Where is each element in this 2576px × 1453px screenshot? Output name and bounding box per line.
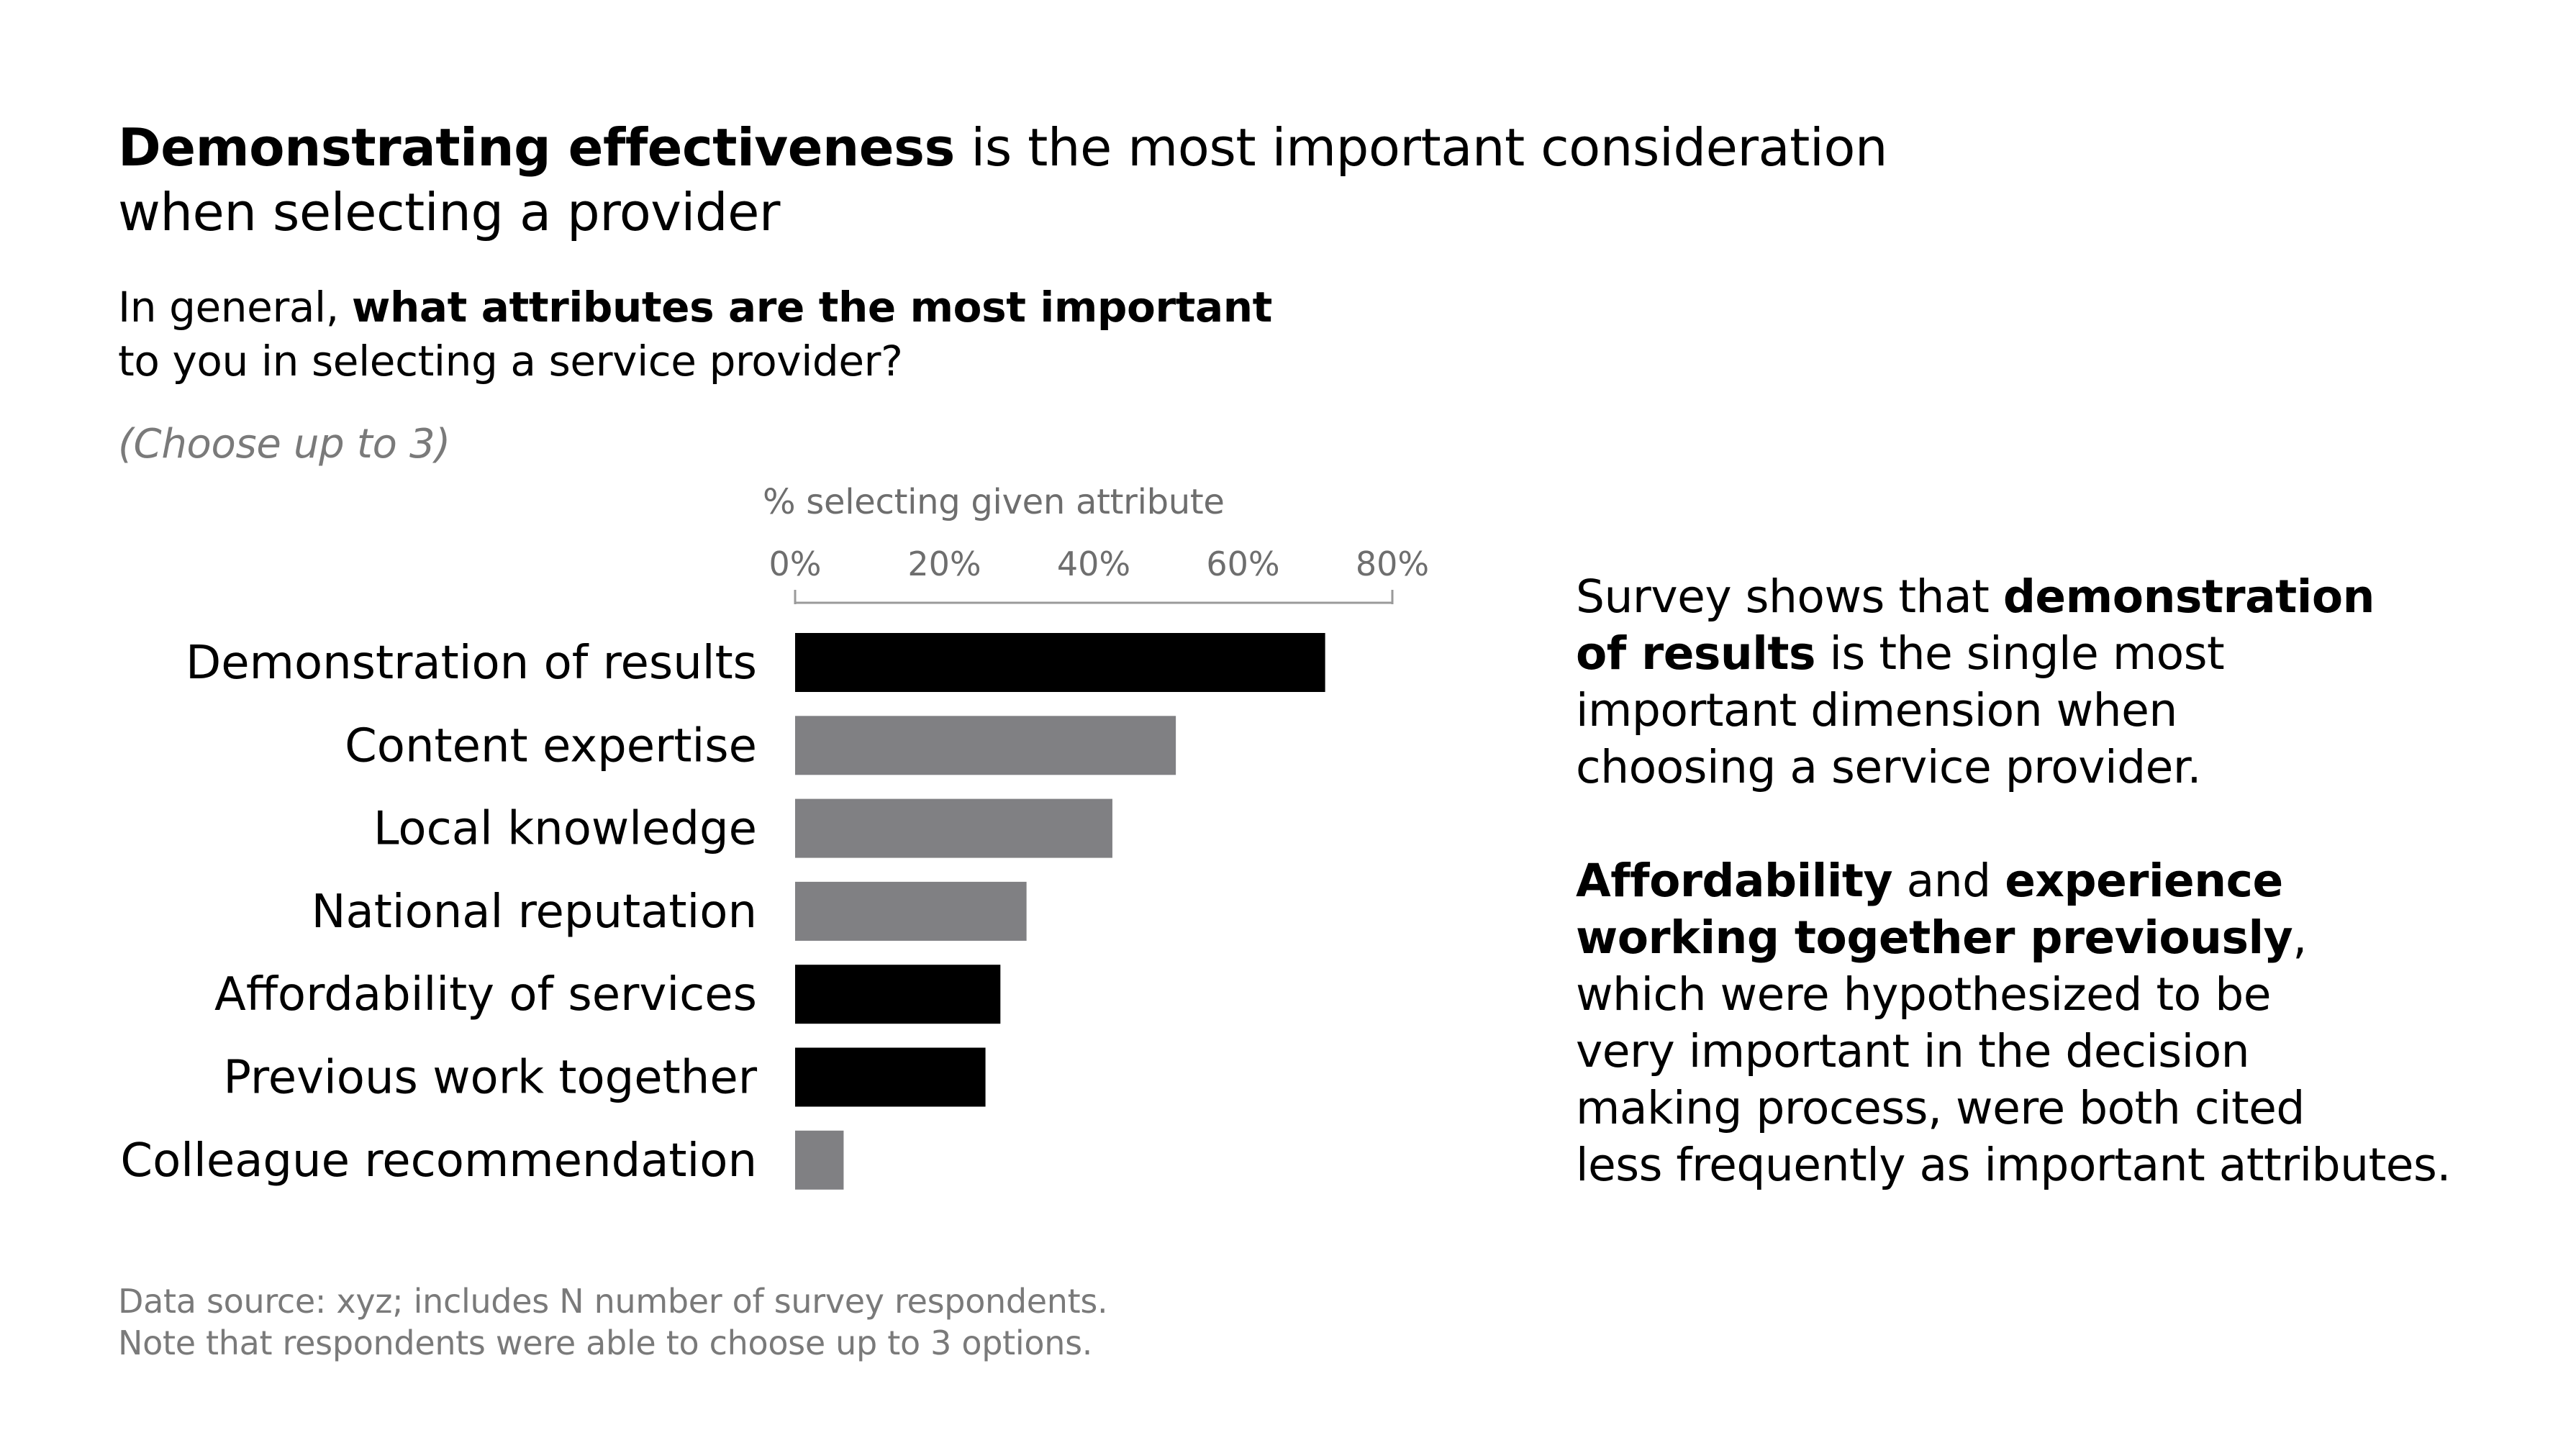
insight-p1-line3: important dimension when	[1576, 684, 2177, 737]
bars	[795, 633, 1325, 1190]
insight-p2-line3: which were hypothesized to be	[1576, 968, 2271, 1021]
survey-question: In general, what attributes are the most…	[118, 281, 1485, 388]
insight-text: Survey shows that demonstration of resul…	[1576, 568, 2540, 1193]
question-bold: what attributes are the most important	[351, 283, 1273, 332]
insight-p2-comma: ,	[2292, 911, 2307, 964]
category-labels: Demonstration of results Content expertis…	[120, 637, 757, 1188]
insight-p2-bold2: experience	[2005, 855, 2283, 907]
insight-p2-line5: making process, were both cited	[1576, 1082, 2305, 1134]
bar	[795, 965, 1001, 1024]
insight-p2-bold1: Affordability	[1576, 855, 1893, 907]
x-tick-label: 40%	[1057, 545, 1130, 583]
footnote-line1: Data source: xyz; includes N number of s…	[118, 1282, 1108, 1321]
category-label: Demonstration of results	[186, 637, 757, 690]
category-label: Local knowledge	[373, 803, 757, 856]
bar-chart: 0% 20% 40% 60% 80% Demonstration of results C…	[120, 545, 1429, 1190]
x-tick-label: 80%	[1356, 545, 1429, 583]
insight-paragraph-1: Survey shows that demonstration of resul…	[1576, 568, 2540, 796]
bar	[795, 798, 1112, 858]
x-tick-label: 60%	[1206, 545, 1279, 583]
headline-rest: is the most important consideration	[954, 117, 1888, 178]
insight-p2-line6: less frequently as important attributes.	[1576, 1139, 2451, 1191]
x-tick-label: 20%	[907, 545, 981, 583]
insight-p2-line4: very important in the decision	[1576, 1025, 2250, 1078]
insight-p2-and: and	[1892, 855, 2005, 907]
headline: Demonstrating effectiveness is the most …	[118, 115, 1917, 245]
bar	[795, 1130, 844, 1190]
bar	[795, 881, 1027, 941]
headline-line2: when selecting a provider	[118, 182, 780, 242]
x-axis-title: % selecting given attribute	[763, 482, 1225, 522]
insight-p1-line4: choosing a service provider.	[1576, 741, 2201, 793]
insight-p1-bold2: of results	[1576, 627, 1815, 680]
insight-p2-bold3: working together previously	[1576, 911, 2293, 964]
question-line2: to you in selecting a service provider?	[118, 337, 903, 386]
bar	[795, 633, 1325, 692]
insight-p1-prefix: Survey shows that	[1576, 570, 2003, 623]
insight-paragraph-2: Affordability and experience working tog…	[1576, 852, 2540, 1193]
category-label: National reputation	[312, 885, 757, 939]
category-label: Affordability of services	[214, 968, 757, 1021]
x-tick-label: 0%	[769, 545, 822, 583]
x-axis: 0% 20% 40% 60% 80%	[769, 545, 1429, 604]
category-label: Colleague recommendation	[120, 1134, 757, 1188]
insight-p1-bold1: demonstration	[2003, 570, 2375, 623]
question-prefix: In general,	[118, 283, 352, 332]
data-source-footnote: Data source: xyz; includes N number of s…	[118, 1280, 1413, 1364]
bar	[795, 1047, 986, 1107]
category-label: Content expertise	[345, 719, 757, 773]
headline-bold: Demonstrating effectiveness	[118, 117, 955, 178]
bar	[795, 716, 1176, 775]
category-label: Previous work together	[223, 1052, 757, 1105]
insight-p1-rest: is the single most	[1815, 627, 2225, 680]
footnote-line2: Note that respondents were able to choos…	[118, 1324, 1093, 1362]
choose-instruction: (Choose up to 3)	[118, 421, 450, 468]
